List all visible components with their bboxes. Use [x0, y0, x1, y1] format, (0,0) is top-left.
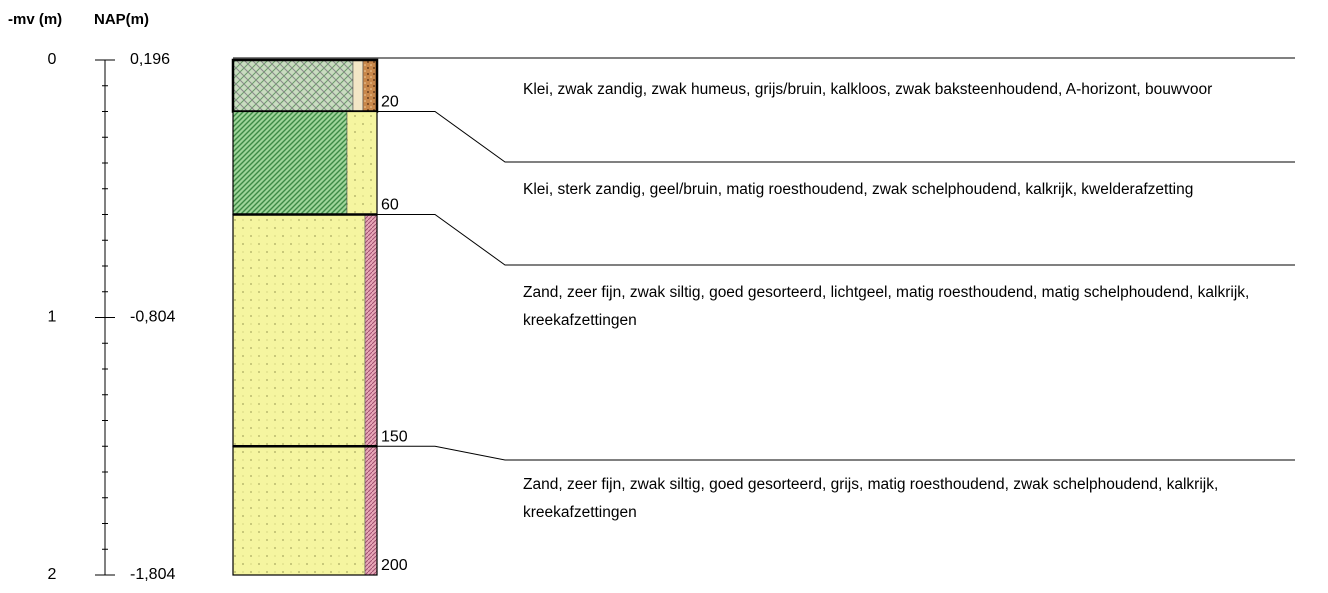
layer-description: Klei, sterk zandig, geel/bruin, matig ro… — [523, 176, 1298, 204]
nap-label: -1,804 — [130, 566, 175, 583]
layer-fill — [363, 60, 377, 112]
layer-fill — [365, 446, 377, 575]
layer-fill — [233, 60, 353, 112]
leader-line — [377, 215, 1295, 266]
mv-label: 2 — [48, 566, 57, 583]
layer-description: Klei, zwak zandig, zwak humeus, grijs/br… — [523, 76, 1298, 104]
page: -mv (m) NAP(m) 0 0,196 1 -0,804 2 -1,804 20 60 1… — [0, 0, 1328, 593]
depth-label: 20 — [381, 94, 399, 111]
leader-line — [377, 112, 1295, 163]
nap-label: 0,196 — [130, 51, 170, 68]
leader-line — [377, 446, 1295, 460]
layer-fill — [347, 112, 377, 215]
mv-label: 1 — [48, 309, 57, 326]
layer-fill — [233, 446, 365, 575]
header-nap: NAP(m) — [94, 11, 149, 28]
layer-fill — [365, 215, 377, 447]
layer-fill — [353, 60, 363, 112]
mv-label: 0 — [48, 51, 57, 68]
layer-description: Zand, zeer fijn, zwak siltig, goed gesor… — [523, 471, 1298, 527]
layer-fill — [233, 215, 365, 447]
depth-label: 60 — [381, 197, 399, 214]
layer-description: Zand, zeer fijn, zwak siltig, goed gesor… — [523, 279, 1298, 335]
depth-label: 150 — [381, 428, 408, 445]
layer-fill — [233, 112, 347, 215]
depth-label: 200 — [381, 557, 408, 574]
nap-label: -0,804 — [130, 309, 175, 326]
header-mv: -mv (m) — [8, 11, 62, 28]
